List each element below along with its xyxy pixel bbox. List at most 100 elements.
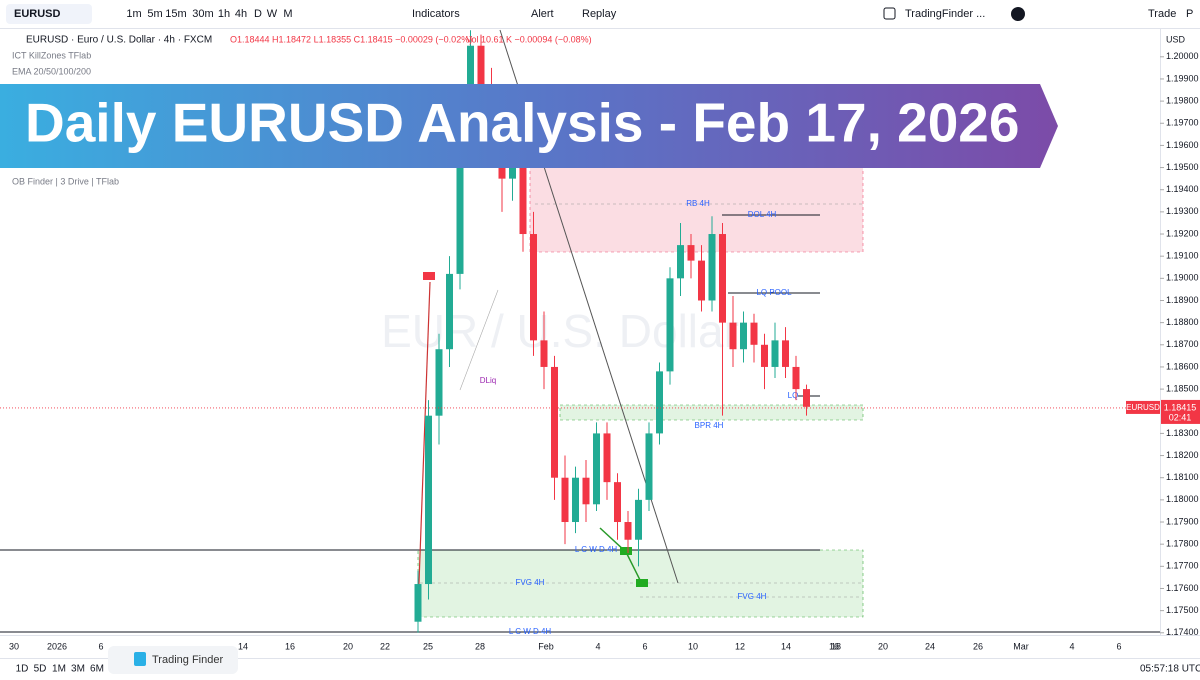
y-tick-label: 1.18600	[1166, 361, 1199, 371]
y-tick-label: 1.19500	[1166, 162, 1199, 172]
candle-body	[708, 234, 716, 301]
interval[interactable]: 1m	[126, 8, 141, 20]
y-tick-label: 1.18300	[1166, 428, 1199, 438]
interval[interactable]: W	[267, 8, 278, 20]
annotation: RB 4H	[686, 199, 710, 208]
x-tick-label: 16	[285, 641, 295, 651]
candle-body	[456, 149, 464, 274]
candle-body	[425, 415, 432, 585]
candle-body	[519, 163, 527, 235]
x-tick-label: 2026	[47, 641, 67, 651]
x-tick-label: 30	[9, 641, 19, 651]
annotation: DOL 4H	[748, 210, 777, 219]
candle-body	[729, 322, 737, 350]
range-button[interactable]: 5D	[34, 664, 47, 675]
candle-body	[582, 477, 590, 505]
x-tick-label: 14	[238, 641, 248, 651]
candle-body	[446, 273, 453, 350]
y-tick-label: 1.19800	[1166, 95, 1199, 105]
alert-button[interactable]: Alert	[531, 8, 554, 20]
y-tick-label: 1.19900	[1166, 73, 1199, 83]
interval[interactable]: M	[283, 8, 292, 20]
y-tick-label: 1.17700	[1166, 561, 1199, 571]
x-tick-label: 22	[380, 641, 390, 651]
candle-body	[719, 234, 726, 323]
legend-title: EURUSD · Euro / U.S. Dollar · 4h · FXCM	[26, 35, 212, 46]
annotation: LQ	[788, 391, 799, 400]
y-tick-label: 1.17600	[1166, 583, 1199, 593]
clock: 05:57:18 UTC	[1140, 664, 1200, 675]
x-tick-label: 26	[973, 641, 983, 651]
interval[interactable]: 5m	[147, 8, 162, 20]
range-button[interactable]: 6M	[90, 664, 104, 675]
replay-button[interactable]: Replay	[582, 8, 617, 20]
price-label: 1.18415	[1164, 402, 1197, 412]
x-tick-label: 6	[642, 641, 647, 651]
y-tick-label: 1.19300	[1166, 206, 1199, 216]
candle-body	[698, 260, 705, 301]
annotation: FVG 4H	[738, 592, 767, 601]
layout-name[interactable]: TradingFinder ...	[905, 8, 985, 20]
annotation: DLiq	[480, 376, 496, 385]
avatar[interactable]	[1011, 7, 1025, 21]
x-tick-label: 6	[98, 641, 103, 651]
x-tick-label: 20	[878, 641, 888, 651]
x-tick-label: Mar	[1013, 641, 1029, 651]
candle-body	[687, 245, 695, 261]
interval[interactable]: 1h	[218, 8, 230, 20]
symbol-box	[1126, 400, 1160, 414]
toolbar	[0, 0, 1200, 28]
x-tick-label: 20	[343, 641, 353, 651]
x-tick-label: Feb	[538, 641, 554, 651]
candle-body	[509, 163, 516, 179]
indicator[interactable]: EMA 20/50/100/200	[12, 66, 91, 76]
candle-body	[593, 433, 600, 505]
banner	[0, 84, 1058, 168]
x-tick-label: 10	[688, 641, 698, 651]
annotation: LQ POOL	[756, 288, 792, 297]
candle-body	[771, 340, 779, 367]
y-tick-label: 1.18900	[1166, 295, 1199, 305]
candle-body	[530, 234, 537, 341]
annotation: L C W D 4H	[575, 545, 618, 554]
candle-body	[435, 349, 443, 416]
indicator[interactable]: ICT KillZones TFlab	[12, 50, 91, 60]
candle-body	[551, 366, 558, 478]
candle-body	[677, 245, 684, 279]
candle-body	[572, 477, 579, 523]
interval[interactable]: 30m	[192, 8, 213, 20]
interval[interactable]: D	[254, 8, 262, 20]
symbol[interactable]: EURUSD	[14, 8, 61, 20]
y-tick-label: 1.17500	[1166, 605, 1199, 615]
range-button[interactable]: 1M	[52, 664, 66, 675]
indicators-button[interactable]: Indicators	[412, 8, 460, 20]
trade-button[interactable]: Trade	[1148, 8, 1176, 20]
marker	[620, 547, 632, 555]
y-tick-label: 1.17800	[1166, 539, 1199, 549]
candle-body	[561, 477, 569, 523]
y-tick-label: 1.17900	[1166, 516, 1199, 526]
banner-title: Daily EURUSD Analysis - Feb 17, 2026	[25, 92, 1020, 154]
watermark: EUR / U.S. Dollar	[381, 305, 739, 357]
indicator[interactable]: OB Finder | 3 Drive | TFlab	[12, 176, 119, 186]
symbol-search[interactable]	[6, 4, 92, 24]
y-tick-label: 1.17400	[1166, 627, 1199, 637]
y-tick-label: 1.19000	[1166, 273, 1199, 283]
range-button[interactable]: 1D	[16, 664, 29, 675]
interval[interactable]: 4h	[235, 8, 247, 20]
candle-body	[761, 344, 768, 367]
candle-body	[540, 340, 548, 367]
brand-logo	[134, 652, 146, 666]
annotation: FVG 4H	[516, 578, 545, 587]
interval[interactable]: 15m	[165, 8, 186, 20]
annotation: BPR 4H	[695, 421, 724, 430]
candle-body	[740, 322, 747, 350]
range-button[interactable]: 3M	[71, 664, 85, 675]
x-tick-label: 24	[925, 641, 935, 651]
publish-button[interactable]: P	[1186, 8, 1193, 20]
price-box	[1161, 399, 1200, 424]
x-tick-label: 4	[595, 641, 600, 651]
legend-volume: Vol 10.61 K −0.00094 (−0.08%)	[466, 34, 592, 44]
y-tick-label: 1.18200	[1166, 450, 1199, 460]
candle-body	[666, 278, 674, 372]
